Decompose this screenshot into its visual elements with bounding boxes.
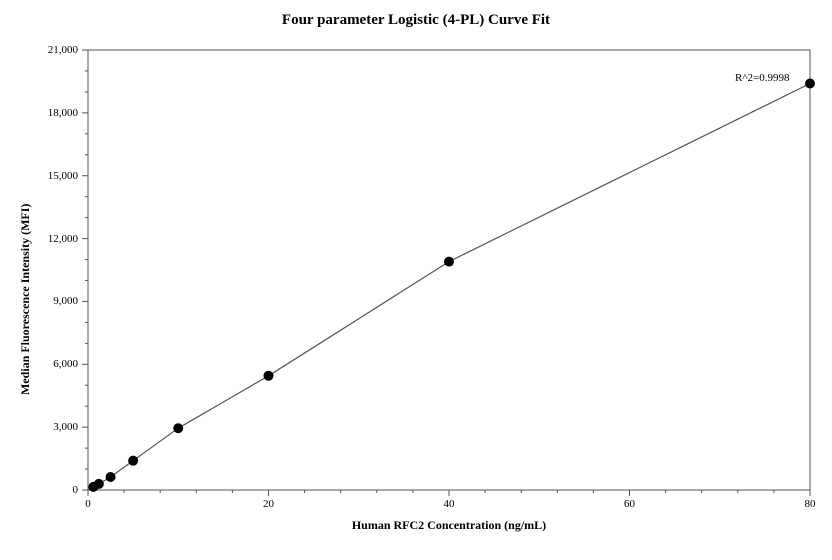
y-tick-label: 12,000 — [36, 233, 78, 245]
y-tick-label: 0 — [36, 484, 78, 496]
x-tick-label: 60 — [624, 498, 635, 510]
data-point — [106, 472, 116, 482]
chart-svg — [0, 0, 832, 560]
data-point — [264, 371, 274, 381]
y-tick-label: 21,000 — [36, 44, 78, 56]
x-tick-label: 20 — [263, 498, 274, 510]
y-tick-label: 3,000 — [36, 421, 78, 433]
x-tick-label: 40 — [444, 498, 455, 510]
data-point — [128, 456, 138, 466]
data-point — [173, 423, 183, 433]
y-tick-label: 6,000 — [36, 358, 78, 370]
x-tick-label: 80 — [805, 498, 816, 510]
y-tick-label: 9,000 — [36, 295, 78, 307]
data-point — [94, 479, 104, 489]
fit-curve — [88, 84, 810, 490]
data-point — [805, 79, 815, 89]
x-tick-label: 0 — [85, 498, 91, 510]
y-tick-label: 18,000 — [36, 107, 78, 119]
data-point — [444, 257, 454, 267]
y-tick-label: 15,000 — [36, 170, 78, 182]
chart-container: Four parameter Logistic (4-PL) Curve Fit… — [0, 0, 832, 560]
